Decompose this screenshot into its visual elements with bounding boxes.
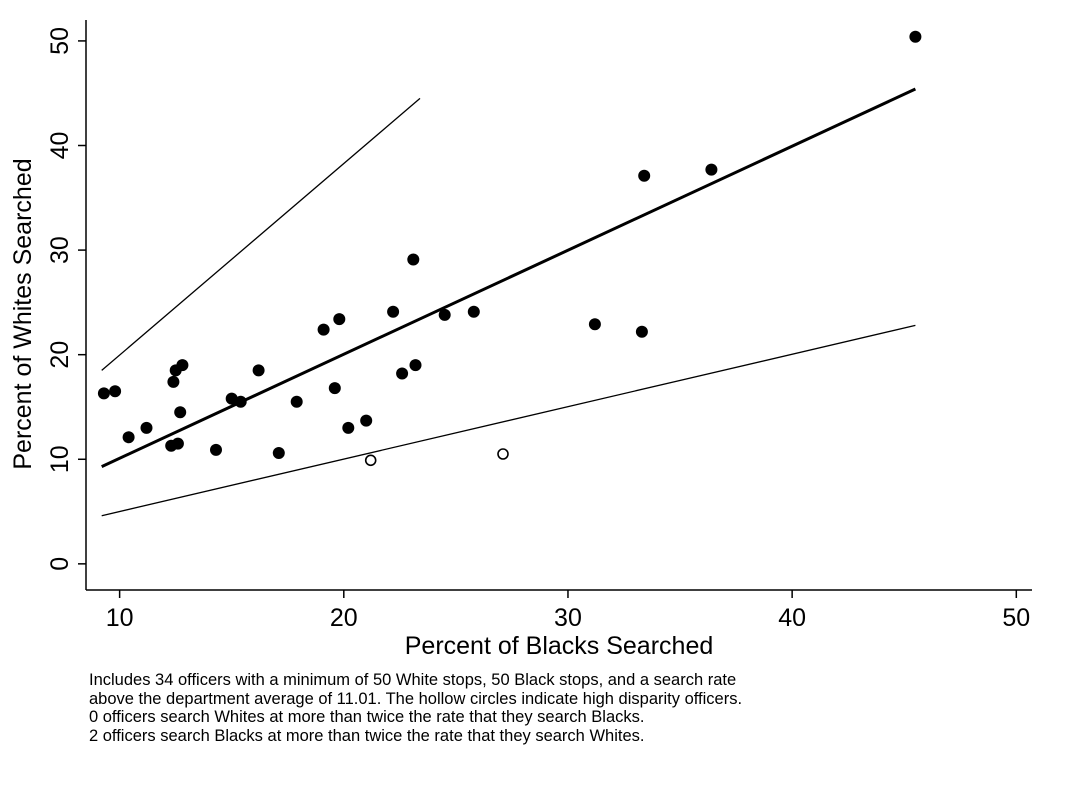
twice-rate-lower <box>101 324 916 517</box>
data-point <box>176 359 189 372</box>
x-tick-label: 30 <box>554 604 582 632</box>
data-point <box>167 375 180 388</box>
data-point <box>317 323 330 336</box>
reference-lines <box>101 87 917 517</box>
data-point <box>328 382 341 395</box>
data-point <box>171 437 184 450</box>
data-point <box>635 325 648 338</box>
data-point <box>225 392 238 405</box>
data-point <box>588 318 601 331</box>
data-point <box>109 385 122 398</box>
data-point <box>97 387 110 400</box>
y-axis-title: Percent of Whites Searched <box>9 158 37 469</box>
data-point <box>252 364 265 377</box>
data-point <box>290 395 303 408</box>
data-point <box>409 359 422 372</box>
y-tick-label: 20 <box>46 341 74 369</box>
x-tick-label: 40 <box>778 604 806 632</box>
hollow-data-point <box>364 454 377 467</box>
y-tick-label: 0 <box>46 557 74 571</box>
data-point <box>407 253 420 266</box>
data-point <box>387 305 400 318</box>
y-tick-label: 40 <box>46 132 74 160</box>
data-point <box>210 443 222 456</box>
x-tick-label: 50 <box>1002 604 1030 632</box>
data-point <box>467 305 480 318</box>
x-axis-title: Percent of Blacks Searched <box>405 632 714 660</box>
y-axis-ticks: 0 10 20 30 40 50 <box>46 27 86 571</box>
caption-line-2: above the department average of 11.01. T… <box>89 689 743 708</box>
data-point <box>140 421 153 434</box>
x-axis-ticks: 10 20 30 40 50 <box>106 590 1030 632</box>
data-point <box>438 308 451 321</box>
hollow-data-point <box>497 448 509 460</box>
data-point <box>234 395 247 408</box>
fit-line <box>101 87 917 468</box>
data-point <box>342 421 355 434</box>
twice-rate-upper <box>101 97 421 371</box>
data-point <box>272 447 285 459</box>
data-points <box>97 30 922 467</box>
y-tick-label: 30 <box>46 236 74 264</box>
chart-caption: Includes 34 officers with a minimum of 5… <box>89 671 1049 745</box>
caption-line-1: Includes 34 officers with a minimum of 5… <box>89 671 737 689</box>
x-tick-label: 20 <box>330 604 358 632</box>
data-point <box>396 367 409 380</box>
caption-line-3: 0 officers search Whites at more than tw… <box>89 708 645 726</box>
caption-line-4: 2 officers search Blacks at more than tw… <box>89 726 645 745</box>
data-point <box>909 30 922 43</box>
data-point <box>705 163 718 176</box>
scatter-chart: 10 20 30 40 50 0 10 20 30 40 50 Percent of Blacks… <box>9 20 1032 660</box>
x-tick-label: 10 <box>106 604 134 632</box>
data-point <box>638 169 651 182</box>
y-tick-label: 50 <box>46 27 74 55</box>
data-point <box>333 313 346 326</box>
data-point <box>122 431 135 444</box>
data-point <box>174 406 187 419</box>
y-tick-label: 10 <box>46 445 74 473</box>
data-point <box>360 414 373 427</box>
